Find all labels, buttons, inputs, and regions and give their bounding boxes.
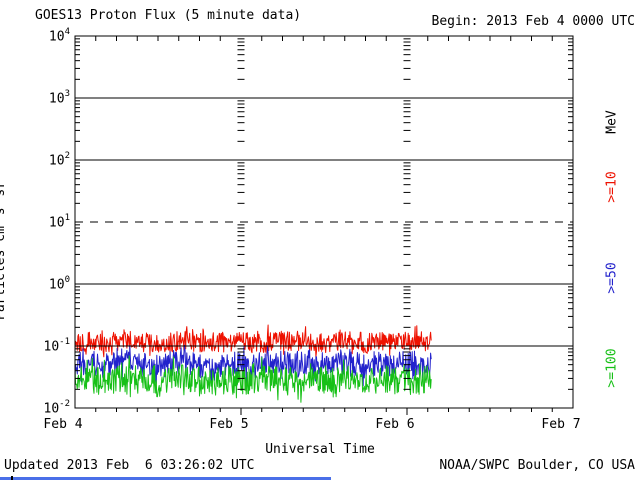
chart-title: GOES13 Proton Flux (5 minute data) (35, 8, 302, 23)
legend-title-mev: MeV (604, 110, 620, 134)
legend-label-gege10: >=10 (604, 171, 620, 203)
series-trace-100 (74, 355, 432, 403)
y-tick-label-1e1: 101 (48, 213, 70, 231)
x-tick-label-feb-4: Feb 4 (43, 417, 83, 432)
updated-timestamp: Updated 2013 Feb 6 03:26:02 UTC (4, 458, 255, 473)
y-tick-label-1e4: 104 (48, 27, 70, 45)
series-trace-50 (74, 344, 432, 387)
x-axis-title: Universal Time (265, 442, 375, 457)
y-tick-label-1e3: 103 (48, 89, 70, 107)
bottom-selection-artifact (0, 477, 331, 480)
begin-time-label: Begin: 2013 Feb 4 0000 UTC (431, 14, 636, 29)
legend-label-gege100: >=100 (604, 348, 620, 388)
y-tick-label-1e-2: 10-2 (43, 399, 71, 417)
legend-label-gege50: >=50 (604, 262, 620, 294)
y-tick-label-1e-1: 10-1 (43, 337, 71, 355)
source-attribution: NOAA/SWPC Boulder, CO USA (439, 458, 635, 473)
y-tick-label-1e2: 102 (48, 151, 70, 169)
y-tick-label-1e0: 100 (48, 275, 70, 293)
series-trace-10 (74, 324, 432, 358)
bottom-artifact-tick (11, 476, 13, 480)
x-tick-label-feb-5: Feb 5 (209, 417, 249, 432)
x-tick-label-feb-7: Feb 7 (541, 417, 581, 432)
x-tick-label-feb-6: Feb 6 (375, 417, 415, 432)
